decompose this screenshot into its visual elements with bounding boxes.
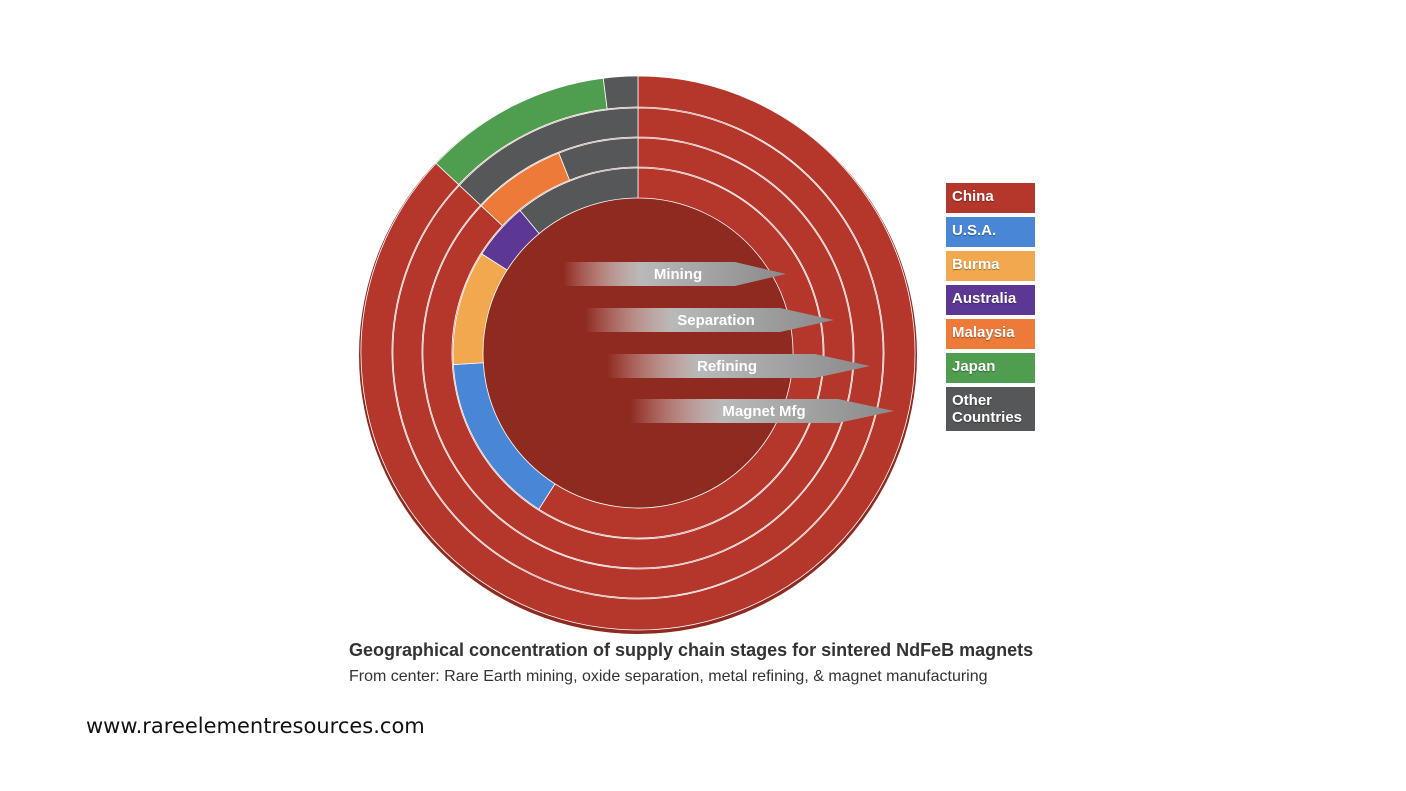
stage-label-separation: Separation <box>677 312 755 329</box>
legend-item-china: China <box>946 183 1035 213</box>
legend-label-china: China <box>952 188 994 205</box>
legend-label-other-countries: Other Countries <box>952 392 1023 426</box>
ring-magnet-mfg <box>360 75 916 631</box>
source-url: www.rareelementresources.com <box>86 714 425 738</box>
legend-item-other-countries: Other Countries <box>946 387 1035 431</box>
segment-separation-other-countries <box>558 137 639 181</box>
legend-item-australia: Australia <box>946 285 1035 315</box>
stage-pointer-mining <box>563 262 786 286</box>
legend-label-japan: Japan <box>952 358 996 375</box>
legend-label-burma: Burma <box>952 256 1000 273</box>
stage-pointer-magnet-mfg <box>630 399 894 423</box>
legend-item-burma: Burma <box>946 251 1035 281</box>
legend-label-australia: Australia <box>952 290 1017 307</box>
legend-item-japan: Japan <box>946 353 1035 383</box>
legend-item-malaysia: Malaysia <box>946 319 1035 349</box>
stage-label-mining: Mining <box>654 266 702 283</box>
legend-label-usa: U.S.A. <box>952 222 997 239</box>
segment-refining-other-countries <box>458 107 639 206</box>
segment-mining-china <box>538 167 824 539</box>
chart-caption-title: Geographical concentration of supply cha… <box>349 640 1034 660</box>
stage-label-magnet-mfg: Magnet Mfg <box>722 403 805 420</box>
segment-magnet-mfg-other-countries <box>602 75 639 110</box>
legend-label-malaysia: Malaysia <box>952 324 1015 341</box>
legend-item-usa: U.S.A. <box>946 217 1035 247</box>
chart-caption-subtitle: From center: Rare Earth mining, oxide se… <box>349 668 988 685</box>
ring-mining <box>452 167 824 539</box>
segment-magnet-mfg-china <box>360 75 916 631</box>
chart-legend: China U.S.A. Burma Australia Malaysia Ja… <box>946 183 1035 435</box>
stage-pointer-separation <box>585 308 834 332</box>
stage-pointer-refining <box>607 354 870 378</box>
segment-mining-other-countries <box>519 167 639 235</box>
stage-label-refining: Refining <box>697 358 757 375</box>
